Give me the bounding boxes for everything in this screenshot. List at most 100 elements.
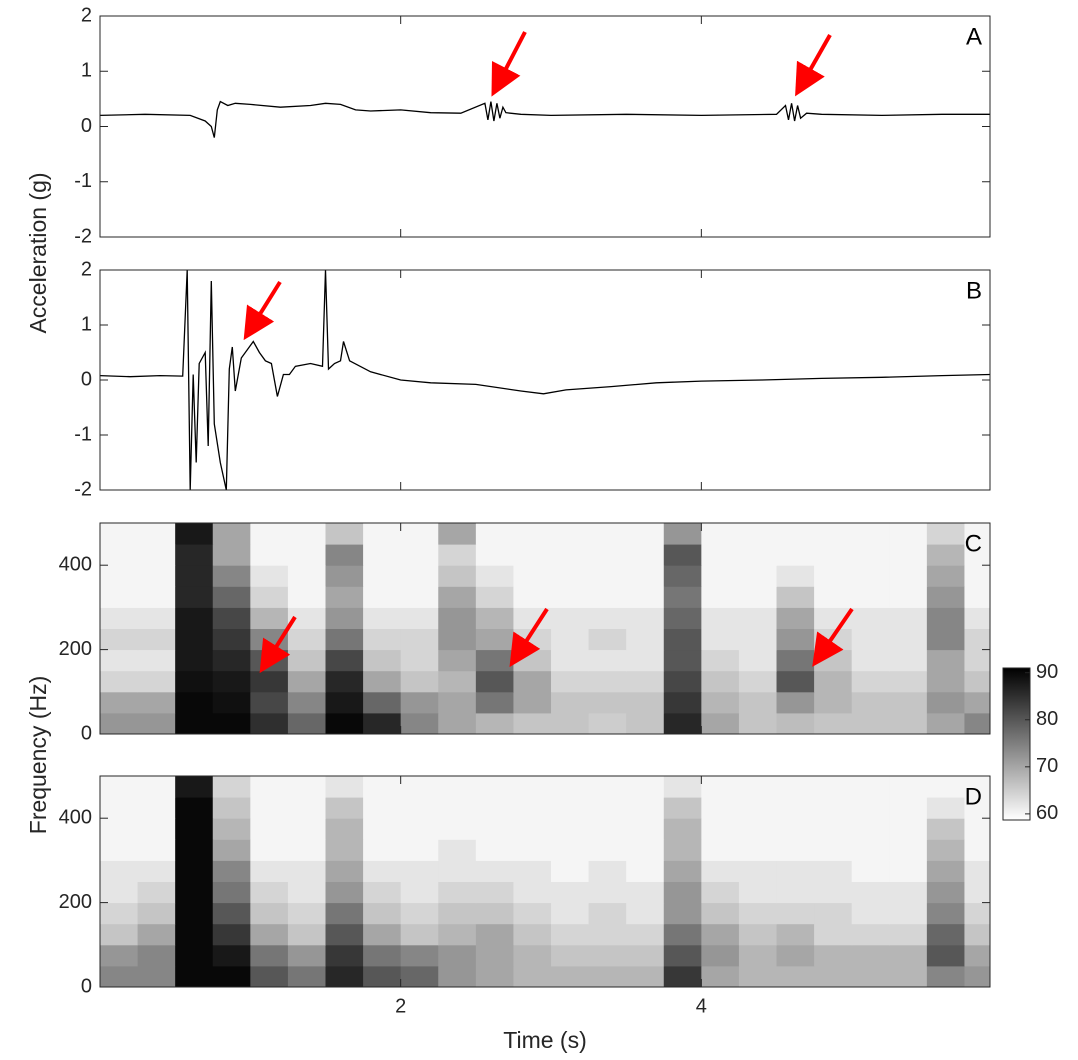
panel-label: B xyxy=(966,277,982,304)
spectrogram-cell xyxy=(325,649,364,672)
spectrogram-cell xyxy=(851,839,890,861)
spectrogram-cell xyxy=(626,628,665,651)
spectrogram-cell xyxy=(588,565,627,587)
spectrogram-cell xyxy=(100,797,139,819)
spectrogram-cell xyxy=(738,797,778,819)
spectrogram-cell xyxy=(701,776,740,798)
spectrogram-cell xyxy=(776,881,815,904)
spectrogram-cell xyxy=(889,586,928,608)
spectrogram-cell xyxy=(250,776,289,798)
spectrogram-cell xyxy=(889,881,928,904)
spectrogram-cell xyxy=(851,860,890,882)
spectrogram-cell xyxy=(814,670,853,693)
spectrogram-cell xyxy=(926,944,965,967)
spectrogram-cell xyxy=(250,797,289,819)
spectrogram-cell xyxy=(626,565,665,587)
spectrogram-cell xyxy=(250,965,289,987)
spectrogram-cell xyxy=(588,712,627,734)
spectrogram-cell xyxy=(325,712,364,734)
spectrogram-cell xyxy=(551,649,590,672)
spectrogram-cell xyxy=(363,818,402,840)
spectrogram-cell xyxy=(663,902,702,925)
spectrogram-cell xyxy=(701,712,740,734)
spectrogram-cell xyxy=(776,776,815,798)
spectrogram-cell xyxy=(889,565,928,587)
spectrogram-cell xyxy=(851,712,890,734)
spectrogram-cell xyxy=(325,902,364,925)
spectrogram-cell xyxy=(400,691,439,714)
spectrogram-cell xyxy=(287,649,327,672)
spectrogram-cell xyxy=(438,670,477,693)
spectrogram-cell xyxy=(438,649,477,672)
spectrogram-cell xyxy=(889,712,928,734)
spectrogram-cell xyxy=(663,586,702,608)
spectrogram-cell xyxy=(738,628,778,651)
spectrogram-cell xyxy=(175,565,214,587)
spectrogram-cell xyxy=(100,607,139,629)
x-tick-label: 2 xyxy=(395,995,406,1017)
spectrogram-cell xyxy=(175,797,214,819)
spectrogram-cell xyxy=(701,691,740,714)
y-tick-label: 200 xyxy=(59,891,92,913)
spectrogram-cell xyxy=(626,691,665,714)
spectrogram-cell xyxy=(663,923,702,946)
spectrogram-cell xyxy=(212,544,251,566)
spectrogram-cell xyxy=(738,923,778,946)
spectrogram-cell xyxy=(325,923,364,946)
spectrogram-cell xyxy=(250,818,289,840)
spectrogram-cell xyxy=(513,607,552,629)
spectrogram-cell xyxy=(250,881,289,904)
spectrogram-cell xyxy=(851,523,890,545)
spectrogram-cell xyxy=(100,860,139,882)
spectrogram-cell xyxy=(663,523,702,545)
spectrogram-cell xyxy=(175,712,214,734)
spectrogram-cell xyxy=(250,712,289,734)
spectrogram-cell xyxy=(513,902,552,925)
spectrogram-cell xyxy=(663,712,702,734)
spectrogram-cell xyxy=(363,902,402,925)
spectrogram-cell xyxy=(926,544,965,566)
acceleration-line xyxy=(100,270,990,490)
spectrogram-cell xyxy=(926,860,965,882)
spectrogram-cell xyxy=(212,565,251,587)
spectrogram-cell xyxy=(137,691,176,714)
colorbar xyxy=(1002,667,1031,821)
spectrogram-cell xyxy=(964,586,990,608)
spectrogram-cell xyxy=(926,649,965,672)
spectrogram-cell xyxy=(137,670,176,693)
spectrogram-cell xyxy=(626,839,665,861)
spectrogram-cell xyxy=(814,586,853,608)
spectrogram-cell xyxy=(400,649,439,672)
spectrogram-cell xyxy=(363,565,402,587)
spectrogram-cell xyxy=(663,944,702,967)
spectrogram-cell xyxy=(551,586,590,608)
arrow xyxy=(491,31,527,97)
spectrogram-cell xyxy=(137,902,176,925)
spectrogram-cell xyxy=(475,628,514,651)
spectrogram-cell xyxy=(212,902,251,925)
spectrogram-cell xyxy=(588,818,627,840)
spectrogram-cell xyxy=(513,860,552,882)
spectrogram-cell xyxy=(964,881,990,904)
spectrogram-cell xyxy=(475,881,514,904)
spectrogram xyxy=(100,523,990,734)
spectrogram-cell xyxy=(701,923,740,946)
spectrogram-cell xyxy=(851,565,890,587)
spectrogram-cell xyxy=(287,881,327,904)
y-axis-label: Frequency (Hz) xyxy=(25,676,51,834)
y-tick-label: -2 xyxy=(74,478,92,500)
spectrogram-cell xyxy=(701,881,740,904)
spectrogram-cell xyxy=(212,860,251,882)
spectrogram-cell xyxy=(438,544,477,566)
colorbar-tick-label: 70 xyxy=(1036,755,1058,777)
spectrogram-cell xyxy=(626,902,665,925)
spectrogram-cell xyxy=(400,944,439,967)
spectrogram-cell xyxy=(212,607,251,629)
arrow xyxy=(795,34,832,97)
spectrogram-cell xyxy=(438,818,477,840)
spectrogram-cell xyxy=(701,607,740,629)
spectrogram-cell xyxy=(438,860,477,882)
spectrogram-cell xyxy=(814,923,853,946)
spectrogram-cell xyxy=(100,649,139,672)
spectrogram-cell xyxy=(475,902,514,925)
